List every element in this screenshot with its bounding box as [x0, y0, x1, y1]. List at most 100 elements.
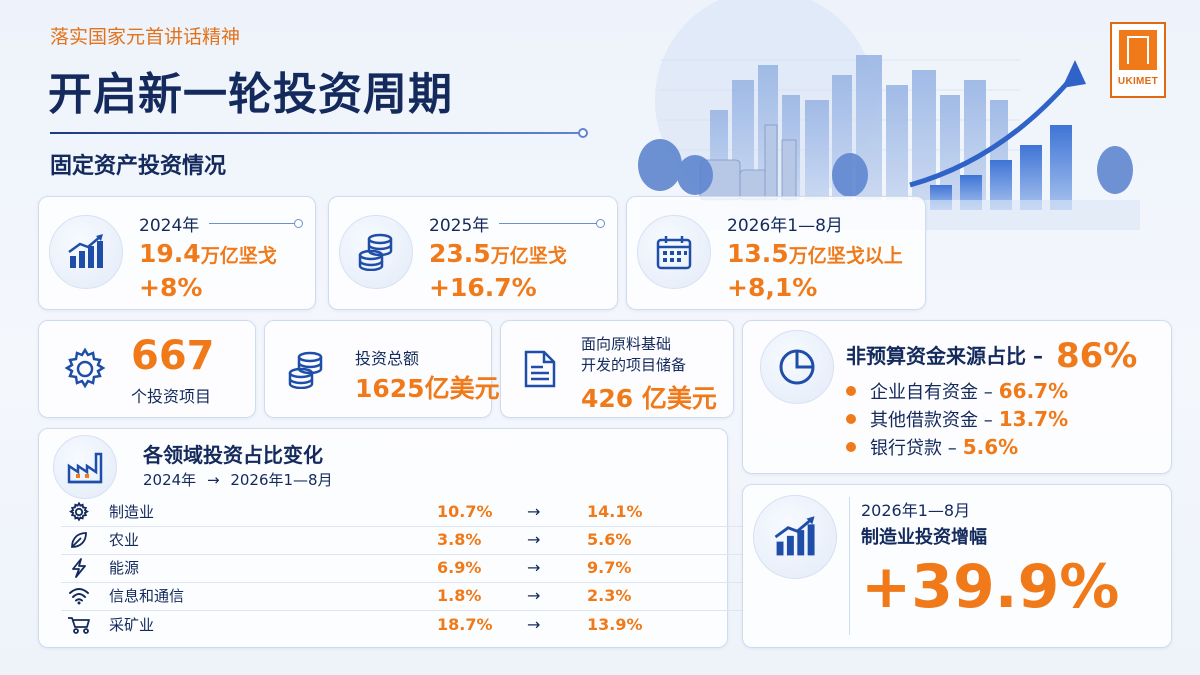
stat-amount: 13.5: [727, 239, 789, 268]
funding-item: 企业自有资金 – 66.7%: [846, 378, 1068, 404]
sector-from: 6.9%: [437, 558, 482, 577]
project-reserve-card: 面向原料基础 开发的项目储备 426 亿美元: [500, 320, 734, 418]
factory-icon: [67, 452, 103, 484]
funding-item-pct: 66.7%: [998, 379, 1069, 403]
investment-label: 投资总额: [355, 349, 420, 368]
sector-shares-card: 各领域投资占比变化 2024年 → 2026年1—8月 制造业 10.7% → …: [38, 428, 749, 648]
growth-divider: [849, 497, 850, 635]
header-kicker: 落实国家元首讲话精神: [50, 26, 241, 48]
sector-arrow: →: [527, 502, 541, 521]
stat-card-2024: 2024年 19.4万亿坚戈 +8%: [38, 196, 316, 310]
table-row: 能源 6.9% → 9.7%: [61, 553, 749, 583]
table-row: 制造业 10.7% → 14.1%: [61, 497, 749, 527]
table-row: 农业 3.8% → 5.6%: [61, 525, 749, 555]
sector-name: 能源: [109, 559, 140, 577]
stat-icon-holder: [49, 215, 123, 289]
investment-value: 1625亿美元: [355, 374, 500, 403]
funding-item-label: 企业自有资金 –: [870, 382, 993, 403]
stat-period: 2026年1—8月: [727, 216, 843, 236]
title-divider: [50, 132, 580, 134]
reserve-label-line1: 面向原料基础: [581, 335, 672, 353]
reserve-label-line2: 开发的项目储备: [581, 356, 687, 374]
document-icon: [524, 350, 556, 388]
table-row: 采矿业 18.7% → 13.9%: [61, 609, 749, 639]
sector-arrow: →: [527, 614, 541, 634]
mining-cart-icon: [68, 617, 90, 634]
stat-card-2026: 2026年1—8月 13.5万亿坚戈以上 +8,1%: [626, 196, 926, 310]
stat-amount-line: 19.4万亿坚戈: [139, 239, 277, 268]
logo-emblem-icon: [1119, 30, 1157, 70]
stat-card-2025: 2025年 23.5万亿坚戈 +16.7%: [328, 196, 618, 310]
sector-name: 信息和通信: [109, 587, 185, 605]
stat-divider: [209, 219, 303, 228]
funding-title-text: 非预算资金来源占比 –: [846, 344, 1043, 368]
stat-unit: 万亿坚戈以上: [788, 245, 903, 267]
sector-from: 1.8%: [437, 586, 482, 605]
funding-item-pct: 5.6%: [962, 435, 1019, 459]
stat-divider: [499, 219, 605, 228]
stat-icon-holder: [637, 215, 711, 289]
bar-growth-icon: [68, 234, 103, 268]
sector-to: 5.6%: [587, 530, 632, 549]
stat-icon-holder: [339, 215, 413, 289]
coins-icon: [358, 233, 393, 271]
bullet-dot: [846, 442, 856, 452]
funding-item: 银行贷款 – 5.6%: [846, 434, 1018, 460]
sector-to: 9.7%: [587, 558, 632, 577]
bullet-dot: [846, 414, 856, 424]
bar-growth-icon: [774, 516, 815, 556]
sector-to: 2.3%: [587, 586, 632, 605]
sector-to: 13.9%: [587, 614, 643, 634]
sector-name: 采矿业: [109, 615, 155, 634]
funding-icon-holder: [760, 330, 834, 404]
sector-subtitle-from: 2024年: [143, 471, 197, 489]
page-title: 开启新一轮投资周期: [48, 69, 453, 120]
stat-period: 2024年: [139, 216, 200, 236]
coins-icon: [288, 351, 323, 389]
stat-amount-line: 23.5万亿坚戈: [429, 239, 567, 268]
sector-subtitle-arrow: →: [206, 471, 220, 489]
sector-from: 10.7%: [437, 502, 493, 521]
funding-title-pct: 86%: [1055, 336, 1138, 376]
stat-period: 2025年: [429, 216, 490, 236]
sector-name: 农业: [109, 531, 140, 549]
reserve-value: 426 亿美元: [581, 384, 717, 413]
stat-unit: 万亿坚戈: [200, 245, 277, 267]
sector-subtitle-to: 2026年1—8月: [230, 471, 333, 489]
section-subtitle: 固定资产投资情况: [50, 154, 227, 179]
leaf-icon: [71, 531, 87, 548]
pie-chart-icon: [779, 349, 815, 385]
sector-subtitle: 2024年 → 2026年1—8月: [143, 469, 333, 490]
sector-from: 3.8%: [437, 530, 482, 549]
gear-icon: [69, 501, 89, 521]
projects-card: 667 个投资项目: [38, 320, 256, 418]
lightning-icon: [72, 557, 86, 578]
investment-total-card: 投资总额 1625亿美元: [264, 320, 500, 418]
stat-change: +8%: [139, 273, 203, 302]
stat-amount-line: 13.5万亿坚戈以上: [727, 239, 903, 268]
projects-label: 个投资项目: [131, 387, 212, 406]
funding-title: 非预算资金来源占比 – 86%: [846, 336, 1137, 376]
manufacturing-growth-card: 2026年1—8月 制造业投资增幅 +39.9%: [742, 484, 1172, 648]
stat-amount: 23.5: [429, 239, 491, 268]
calendar-icon: [656, 236, 692, 270]
stat-unit: 万亿坚戈: [490, 245, 567, 267]
funding-item-label: 其他借款资金 –: [870, 410, 993, 431]
bullet-dot: [846, 386, 856, 396]
sector-from: 18.7%: [437, 614, 493, 634]
logo-text: UKIMET: [1117, 76, 1159, 87]
sector-icon-holder: [53, 435, 117, 499]
funding-item-label: 银行贷款 –: [870, 438, 957, 459]
growth-period: 2026年1—8月: [861, 501, 971, 520]
sector-name: 制造业: [109, 503, 155, 521]
stat-change: +16.7%: [429, 273, 537, 302]
sector-title: 各领域投资占比变化: [143, 443, 323, 467]
sector-arrow: →: [527, 558, 541, 577]
ukimet-logo: UKIMET: [1110, 22, 1166, 98]
title-divider-dot: [578, 128, 588, 138]
stat-change: +8,1%: [727, 273, 818, 302]
sector-arrow: →: [527, 530, 541, 549]
stat-amount: 19.4: [139, 239, 201, 268]
wifi-icon: [69, 587, 89, 604]
growth-value: +39.9%: [861, 552, 1120, 622]
